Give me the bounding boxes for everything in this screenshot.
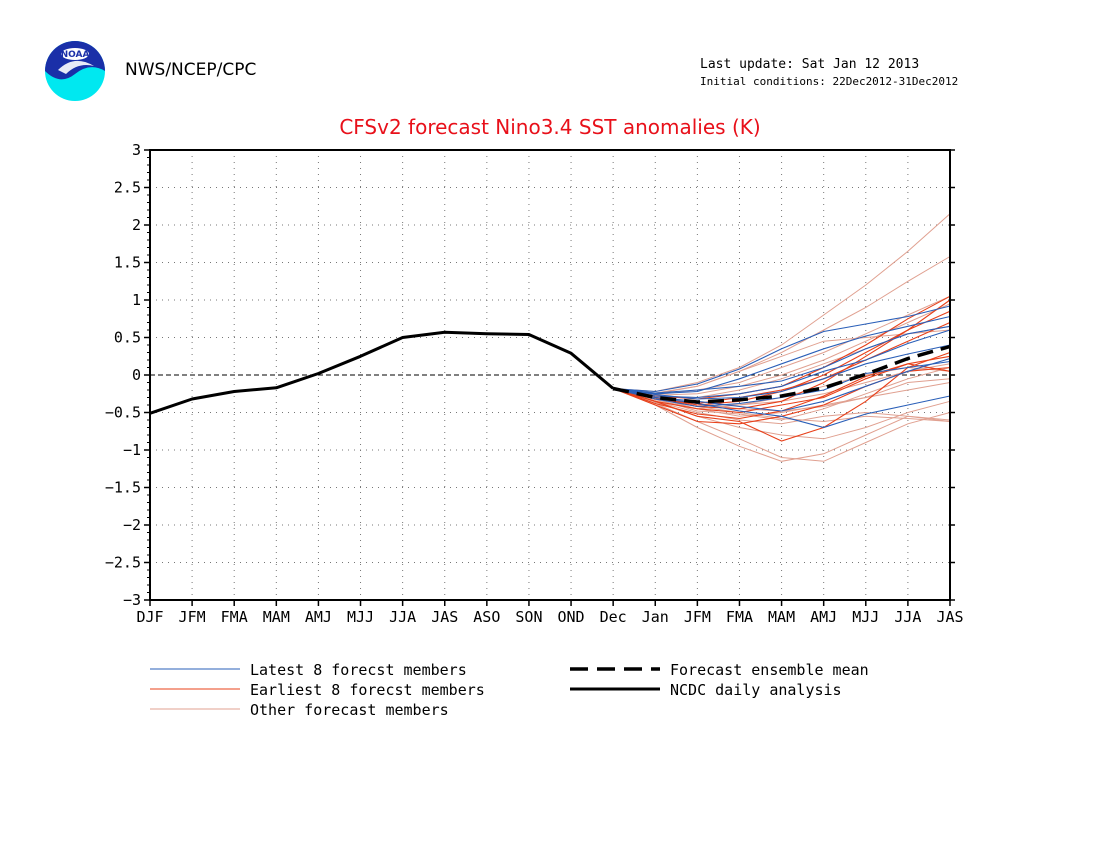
- x-tick-label: MAM: [768, 608, 795, 626]
- y-tick-label: 0: [132, 366, 141, 384]
- y-tick-label: −1: [123, 441, 141, 459]
- x-tick-label: MAM: [263, 608, 290, 626]
- x-tick-label: JJA: [389, 608, 416, 626]
- latest-member-line-2: [613, 315, 951, 395]
- x-tick-label: AMJ: [810, 608, 837, 626]
- y-tick-label: −1.5: [105, 479, 141, 497]
- latest-member-line-7: [613, 344, 951, 400]
- y-tick-label: 1: [132, 291, 141, 309]
- y-tick-label: 3: [132, 141, 141, 159]
- x-tick-label: MJJ: [852, 608, 879, 626]
- earliest-member-line-5: [613, 363, 951, 414]
- y-tick-label: −2.5: [105, 554, 141, 572]
- x-tick-label: ASO: [473, 608, 500, 626]
- ensemble-mean-line: [612, 344, 951, 404]
- organization-label: NWS/NCEP/CPC: [125, 60, 257, 80]
- x-tick-label: JJA: [894, 608, 921, 626]
- y-tick-label: −3: [123, 591, 141, 609]
- x-tick-label: JAS: [936, 608, 963, 626]
- x-tick-label: JFM: [179, 608, 206, 626]
- legend-label-other: Other forecast members: [250, 701, 449, 719]
- y-tick-label: 0.5: [114, 329, 141, 347]
- other-member-line-5: [613, 388, 951, 425]
- y-tick-label: −2: [123, 516, 141, 534]
- x-tick-label: SON: [515, 608, 542, 626]
- legend-label-latest: Latest 8 forecst members: [250, 661, 467, 679]
- y-tick-label: 2.5: [114, 179, 141, 197]
- y-tick-label: 2: [132, 216, 141, 234]
- last-update-label: Last update: Sat Jan 12 2013: [700, 57, 920, 72]
- latest-member-line-1: [613, 305, 951, 393]
- x-tick-label: DJF: [136, 608, 163, 626]
- other-member-line-3: [613, 388, 951, 462]
- x-tick-label: JAS: [431, 608, 458, 626]
- legend-label-mean: Forecast ensemble mean: [670, 661, 869, 679]
- other-member-line-9: [613, 329, 951, 394]
- noaa-logo: NOAA: [45, 41, 105, 101]
- x-tick-label: FMA: [221, 608, 248, 626]
- svg-text:NOAA: NOAA: [61, 50, 90, 60]
- initial-conditions-label: Initial conditions: 22Dec2012-31Dec2012: [700, 75, 959, 88]
- y-tick-label: 1.5: [114, 254, 141, 272]
- earliest-member-line-1: [613, 351, 951, 442]
- legend-label-earliest: Earliest 8 forecst members: [250, 681, 485, 699]
- chart-title: CFSv2 forecast Nino3.4 SST anomalies (K): [339, 115, 761, 139]
- x-tick-label: OND: [558, 608, 585, 626]
- x-tick-label: FMA: [726, 608, 753, 626]
- latest-member-line-5: [613, 325, 951, 394]
- x-tick-label: JFM: [684, 608, 711, 626]
- other-member-line-12: [613, 303, 951, 396]
- x-tick-label: AMJ: [305, 608, 332, 626]
- other-member-line-2: [613, 256, 951, 395]
- legend-label-analysis: NCDC daily analysis: [670, 681, 842, 699]
- other-member-line-4: [613, 388, 951, 462]
- x-tick-label: Dec: [600, 608, 627, 626]
- other-member-line-13: [613, 367, 951, 421]
- y-tick-label: −0.5: [105, 404, 141, 422]
- x-tick-label: Jan: [642, 608, 669, 626]
- analysis-line: [149, 330, 615, 415]
- x-tick-label: MJJ: [347, 608, 374, 626]
